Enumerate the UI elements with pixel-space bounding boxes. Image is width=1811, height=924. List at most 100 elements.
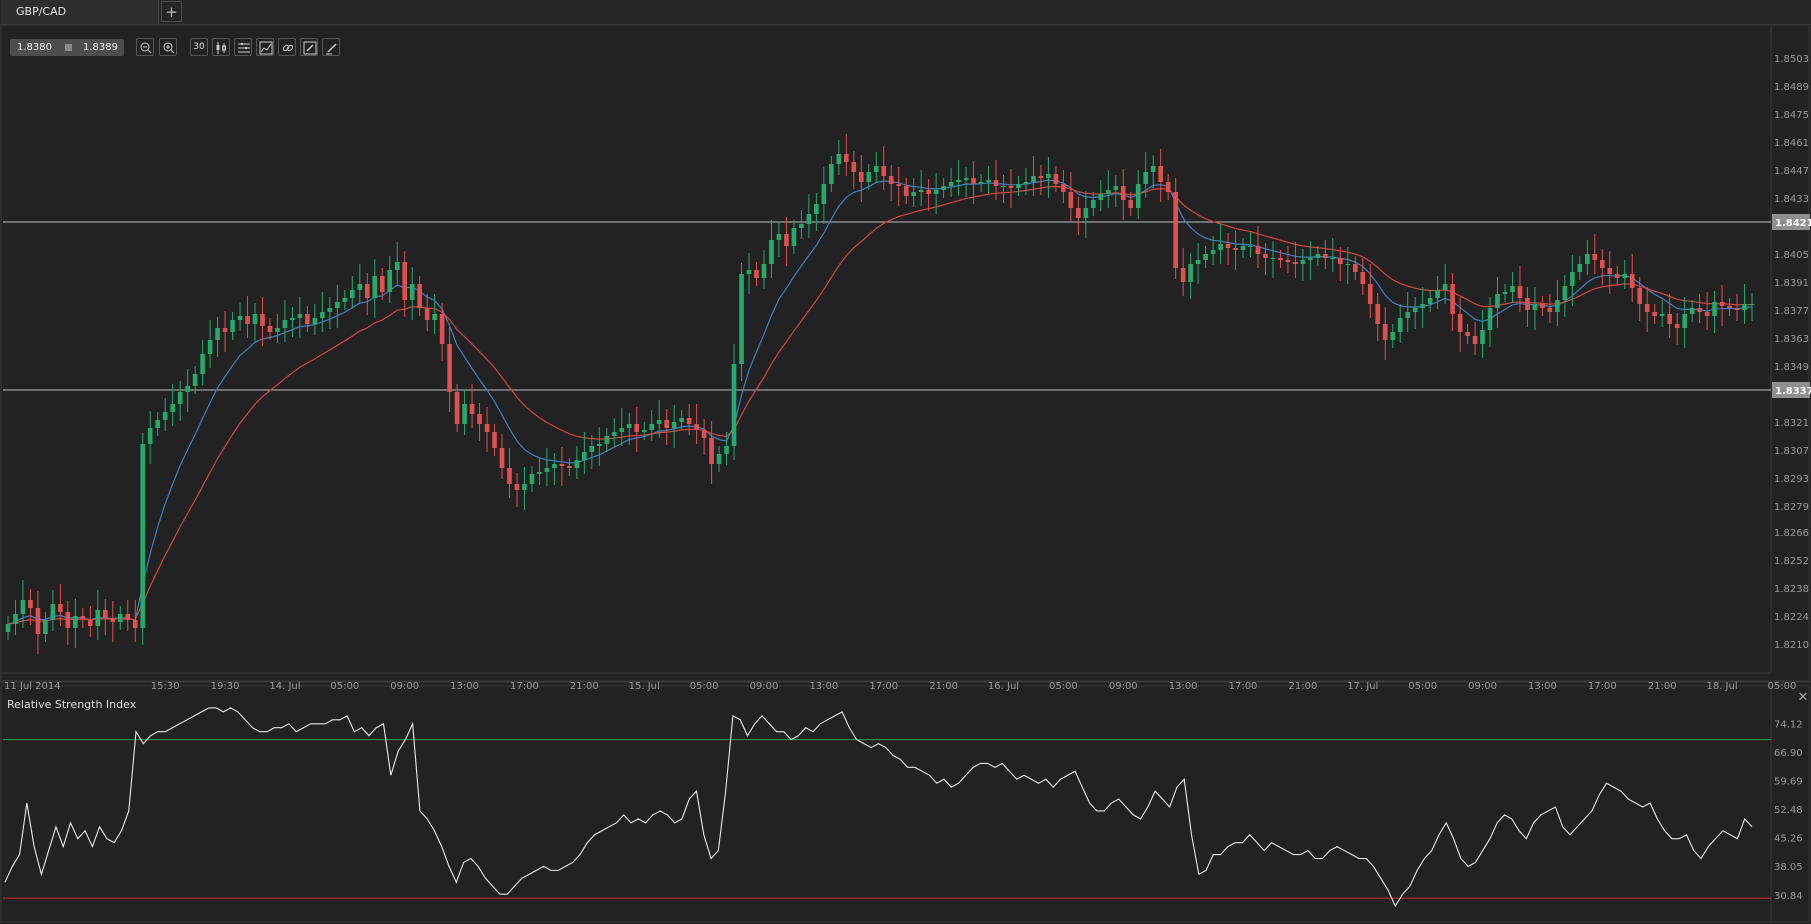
candle-body	[1098, 194, 1104, 200]
tab-gbp-cad[interactable]: GBP/CAD	[1, 0, 159, 24]
candle	[1001, 175, 1006, 203]
zoom-in-icon[interactable]	[159, 38, 177, 56]
candle-body	[1345, 264, 1351, 265]
candle	[799, 210, 804, 239]
candle-body	[978, 182, 984, 184]
candle-body	[132, 620, 138, 628]
add-tab-button[interactable]: +	[161, 1, 182, 22]
candle-body	[327, 308, 333, 312]
candle	[80, 608, 86, 628]
candle-body	[1001, 186, 1006, 187]
timeframe-icon[interactable]: 30	[190, 38, 208, 56]
candle	[641, 422, 647, 440]
candle-body	[1120, 186, 1126, 200]
candle	[507, 448, 512, 498]
candle-body	[679, 418, 684, 422]
candle-body	[1053, 174, 1059, 184]
candle	[911, 178, 917, 207]
candle	[1345, 247, 1351, 284]
candle	[1450, 273, 1455, 331]
candle	[335, 285, 340, 328]
candle-body	[1659, 314, 1665, 316]
candle-body	[634, 424, 640, 432]
candle-body	[626, 424, 632, 428]
candle-body	[1614, 274, 1620, 278]
price-tick-label: 1.8447	[1774, 166, 1809, 177]
candle	[1158, 149, 1164, 202]
candle-body	[364, 284, 370, 298]
time-tick-label: 15:30	[151, 681, 180, 692]
price-line-label-bg	[1772, 214, 1810, 230]
candle	[724, 432, 729, 465]
candle	[1547, 294, 1553, 323]
price-tick-label: 1.8349	[1774, 362, 1809, 373]
candle	[1704, 292, 1710, 330]
candle-body	[35, 608, 41, 634]
candle	[694, 404, 699, 444]
candle-body	[619, 428, 625, 432]
line-chart-icon[interactable]	[256, 38, 274, 56]
candle	[424, 294, 430, 331]
candle	[776, 223, 782, 257]
candle-body	[821, 184, 827, 204]
candle	[1622, 260, 1628, 289]
candle-body	[1188, 264, 1193, 282]
candle-body	[656, 420, 662, 424]
candle-body	[260, 314, 265, 326]
candle	[567, 458, 572, 476]
candle-body	[1599, 260, 1605, 268]
candle	[1240, 238, 1246, 258]
candle-body	[1323, 254, 1328, 258]
candle	[447, 327, 452, 412]
candle	[634, 407, 640, 452]
candle	[537, 458, 542, 485]
candle-body	[320, 312, 325, 318]
candle-body	[402, 262, 408, 300]
candle-body	[379, 276, 385, 292]
main-panel	[0, 24, 1810, 682]
candle	[1128, 192, 1134, 216]
candle-body	[1555, 300, 1560, 312]
candle-body	[409, 284, 415, 300]
candle	[1330, 238, 1336, 272]
price-line-label-bg	[1772, 382, 1810, 398]
candle-body	[1697, 308, 1702, 312]
candle	[432, 294, 437, 334]
candle-body	[215, 328, 220, 340]
candlestick-icon[interactable]	[212, 38, 230, 56]
time-tick-label: 05:00	[690, 681, 719, 692]
candle	[1457, 297, 1463, 352]
candle-body	[1562, 286, 1568, 300]
candle-body	[1180, 268, 1186, 282]
link-icon[interactable]	[278, 38, 296, 56]
candle-body	[1487, 308, 1493, 330]
time-tick-label: 14. Jul	[269, 681, 300, 692]
brush-icon[interactable]	[322, 38, 340, 56]
candle	[1135, 170, 1141, 219]
candle	[387, 256, 393, 303]
candle	[1510, 272, 1515, 303]
candle-body	[724, 446, 729, 454]
candle	[282, 300, 288, 342]
zoom-out-icon[interactable]	[136, 38, 154, 56]
candle-body	[1510, 286, 1515, 292]
candle-body	[709, 438, 714, 464]
candle-body	[1397, 318, 1403, 332]
pencil-icon[interactable]	[300, 38, 318, 56]
candle	[1195, 243, 1201, 284]
candle	[147, 411, 153, 464]
candle-body	[567, 466, 572, 468]
candle	[956, 160, 961, 196]
candle	[1210, 236, 1216, 265]
candle-body	[1218, 244, 1223, 250]
candle-body	[746, 270, 752, 274]
indicators-icon[interactable]	[234, 38, 252, 56]
candle-body	[731, 364, 737, 446]
close-indicator-button[interactable]: ✕	[1797, 690, 1809, 705]
candle	[918, 170, 924, 206]
rsi-tick-label: 38.05	[1774, 862, 1803, 873]
candle	[1719, 285, 1725, 326]
rsi-line	[4, 707, 1753, 908]
candle-body	[851, 162, 857, 172]
